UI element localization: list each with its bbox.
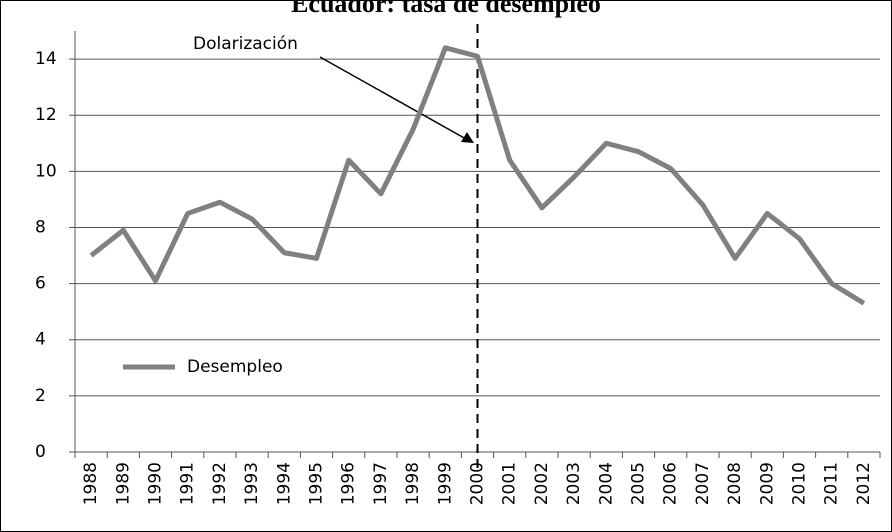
y-tick-label: 12 bbox=[35, 105, 57, 125]
x-tick-label: 1990 bbox=[146, 462, 166, 505]
x-tick-label: 2005 bbox=[629, 462, 649, 505]
x-tick-label: 2011 bbox=[822, 462, 842, 505]
x-tick-label: 1991 bbox=[178, 462, 198, 505]
x-tick-label: 1993 bbox=[242, 462, 262, 505]
x-tick-label: 1994 bbox=[274, 462, 294, 505]
data-line bbox=[89, 45, 866, 306]
y-tick-label: 6 bbox=[35, 274, 46, 294]
x-tick-label: 2006 bbox=[661, 462, 681, 505]
x-tick-label: 2002 bbox=[532, 462, 552, 505]
annotation-arrow bbox=[319, 56, 467, 140]
annotation-arrowhead bbox=[461, 132, 474, 143]
x-tick-label: 1988 bbox=[81, 462, 101, 505]
y-tick-label: 10 bbox=[35, 161, 57, 181]
y-tick-label: 2 bbox=[35, 386, 46, 406]
x-tick-label: 1995 bbox=[307, 462, 327, 505]
x-tick-label: 2004 bbox=[596, 462, 616, 505]
x-tick-label: 1999 bbox=[435, 462, 455, 505]
x-tick-label: 1998 bbox=[403, 462, 423, 505]
x-tick-label: 2012 bbox=[854, 462, 874, 505]
x-tick-label: 2009 bbox=[757, 462, 777, 505]
x-tick-label: 1992 bbox=[210, 462, 230, 505]
y-tick-label: 0 bbox=[35, 442, 46, 462]
x-tick-label: 2001 bbox=[500, 462, 520, 505]
x-tick-label: 1989 bbox=[113, 462, 133, 505]
x-tick-label: 2008 bbox=[725, 462, 745, 505]
chart-title: Ecuador: tasa de desempleo bbox=[291, 0, 601, 18]
x-tick-label: 2010 bbox=[790, 462, 810, 505]
legend-label: Desempleo bbox=[187, 357, 283, 377]
x-tick-label: 1997 bbox=[371, 462, 391, 505]
y-tick-label: 8 bbox=[35, 217, 46, 237]
x-tick-label: 2000 bbox=[468, 462, 488, 505]
x-tick-label: 2007 bbox=[693, 462, 713, 505]
y-tick-label: 4 bbox=[35, 330, 46, 350]
annotation-text: Dolarización bbox=[193, 34, 298, 54]
x-tick-label: 1996 bbox=[339, 462, 359, 505]
y-tick-label: 14 bbox=[35, 49, 57, 69]
x-tick-label: 2003 bbox=[564, 462, 584, 505]
